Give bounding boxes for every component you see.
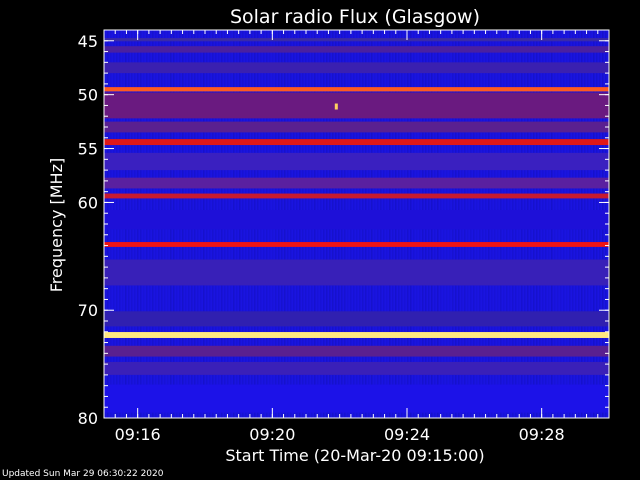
y-tick-label: 80: [78, 409, 98, 428]
frequency-band-5: [104, 121, 609, 133]
frequency-band-9: [104, 193, 609, 199]
y-tick-label: 55: [78, 140, 98, 159]
frequency-band-3: [104, 87, 609, 92]
frequency-band-13: [104, 311, 609, 327]
frequency-band-1: [104, 46, 609, 53]
frequency-band-14: [104, 332, 609, 338]
frequency-band-12: [104, 259, 609, 286]
frequency-band-6: [104, 139, 609, 146]
y-tick-label: 50: [78, 86, 98, 105]
x-axis-label: Start Time (20-Mar-20 09:15:00): [225, 446, 484, 465]
updated-timestamp: Updated Sun Mar 29 06:30:22 2020: [2, 469, 164, 479]
x-tick-label: 09:20: [249, 425, 295, 444]
frequency-band-7: [104, 152, 609, 171]
y-axis-label: Frequency [MHz]: [47, 158, 66, 292]
hot-spot-0: [334, 103, 338, 110]
frequency-band-15: [104, 345, 609, 357]
axes: 45 50 55 60 70 80 09:16 09:20 09:24 09:28: [78, 29, 610, 444]
frequency-band-10: [104, 209, 609, 230]
frequency-band-0: [104, 38, 609, 42]
frequency-band-8: [104, 177, 609, 189]
frequency-band-4: [104, 92, 609, 119]
frequency-band-17: [104, 384, 609, 413]
y-tick-label: 60: [78, 193, 98, 212]
frequency-band-11: [104, 242, 609, 247]
x-tick-label: 09:16: [115, 425, 161, 444]
chart-title: Solar radio Flux (Glasgow): [230, 6, 480, 28]
x-tick-label: 09:28: [519, 425, 565, 444]
frequency-band-16: [104, 361, 609, 375]
y-tick-label: 45: [78, 32, 98, 51]
frequency-band-2: [104, 62, 609, 74]
plot-area: [104, 30, 610, 418]
y-tick-label: 70: [78, 301, 98, 320]
x-tick-label: 09:24: [384, 425, 430, 444]
